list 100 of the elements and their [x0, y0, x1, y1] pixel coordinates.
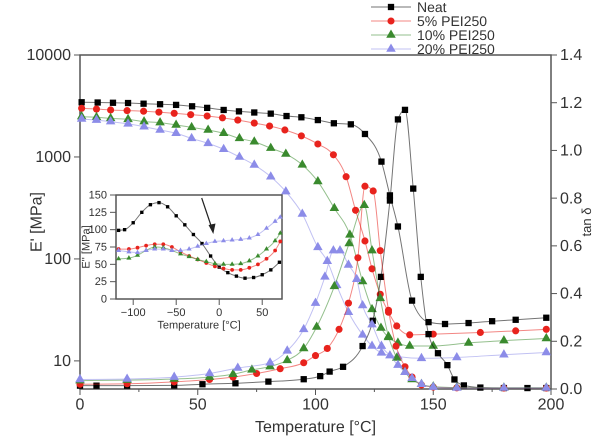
point	[157, 200, 161, 204]
point	[358, 329, 368, 338]
y-tick-label: 50	[94, 258, 107, 271]
point	[268, 110, 274, 117]
point	[204, 104, 210, 112]
point	[255, 232, 260, 236]
point	[272, 218, 278, 223]
y-axis-title: E' [MPa]	[28, 192, 46, 252]
y2-axis-title: tan δ	[579, 208, 594, 236]
point	[348, 121, 354, 128]
point	[126, 248, 132, 254]
point	[234, 274, 238, 278]
y-tick-label: 125	[88, 206, 107, 219]
y-tick-label: 75	[94, 242, 107, 254]
point	[140, 210, 144, 214]
point	[92, 114, 102, 123]
point	[220, 106, 227, 114]
point	[218, 265, 221, 269]
y-tick-label: 150	[88, 190, 107, 202]
point	[213, 264, 217, 268]
y2-tick-label: 0.2	[560, 333, 582, 350]
point	[124, 107, 131, 114]
point	[465, 320, 472, 326]
point	[278, 240, 282, 244]
point	[376, 322, 386, 331]
point	[352, 206, 360, 214]
point	[283, 112, 290, 120]
point	[406, 331, 414, 338]
point	[170, 245, 174, 249]
point	[218, 114, 226, 122]
point	[218, 144, 228, 152]
point	[188, 103, 196, 110]
legend-label: 20% PEI250	[417, 41, 496, 57]
point	[488, 318, 496, 324]
point	[155, 124, 165, 133]
point	[362, 130, 368, 138]
x-tick-label: −100	[120, 306, 146, 319]
y-tick-label: 25	[94, 276, 107, 288]
point	[425, 318, 432, 326]
point	[238, 268, 243, 272]
y-tick-label: 1000	[35, 149, 72, 166]
point	[170, 110, 178, 117]
point	[314, 140, 322, 148]
point	[94, 99, 101, 106]
point	[269, 268, 272, 272]
point	[298, 132, 305, 140]
y-tick-label: 0	[100, 294, 107, 306]
y2-tick-label: 1.4	[560, 47, 582, 64]
x-tick-label: 50	[256, 306, 268, 319]
x-axis-title: Temperature [°C]	[254, 419, 376, 436]
point	[204, 240, 209, 246]
point	[195, 243, 200, 248]
x-tick-label: 50	[188, 396, 207, 414]
point	[358, 276, 368, 284]
point	[416, 352, 426, 362]
point	[543, 314, 550, 321]
point	[281, 148, 291, 157]
point	[313, 176, 323, 184]
point	[255, 253, 260, 258]
point	[212, 260, 218, 266]
point	[161, 242, 166, 246]
point	[298, 114, 305, 120]
y-tick-label: 100	[88, 224, 107, 236]
point	[78, 104, 86, 112]
point	[230, 268, 234, 272]
y2-tick-label: 0.6	[560, 238, 582, 255]
x-tick-label: 150	[420, 396, 447, 414]
point	[256, 262, 260, 266]
y-tick-label: 10000	[26, 47, 72, 64]
point	[76, 113, 86, 122]
point	[266, 122, 274, 130]
point	[204, 258, 209, 264]
point	[136, 246, 140, 250]
point	[378, 158, 385, 165]
point	[110, 100, 116, 106]
point	[298, 159, 308, 168]
point	[247, 266, 252, 270]
point	[542, 332, 552, 342]
point	[140, 108, 148, 115]
point	[116, 256, 122, 260]
point	[183, 223, 186, 226]
point	[134, 250, 140, 254]
y2-tick-label: 0.4	[560, 286, 582, 303]
point	[212, 238, 218, 243]
point	[313, 242, 323, 250]
point	[264, 225, 270, 230]
point	[464, 337, 474, 346]
point	[344, 306, 354, 315]
point	[249, 159, 260, 168]
x-axis-title: Temperature [°C]	[157, 320, 241, 332]
point	[107, 106, 114, 114]
point	[393, 322, 400, 330]
point	[152, 246, 158, 251]
point	[361, 237, 369, 245]
point	[251, 109, 258, 116]
point	[345, 229, 355, 238]
point	[499, 349, 509, 358]
point	[192, 232, 196, 236]
point	[342, 173, 350, 180]
point	[155, 108, 162, 116]
